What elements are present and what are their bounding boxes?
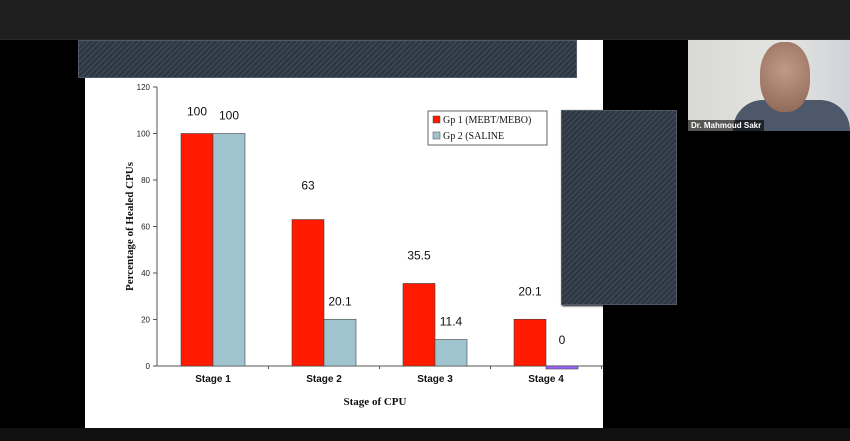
- data-label: 35.5: [407, 248, 431, 262]
- participant-video-tile[interactable]: Dr. Mahmoud Sakr: [688, 40, 850, 131]
- bar: [545, 365, 579, 370]
- data-label: 63: [301, 179, 315, 193]
- participant-face: [760, 42, 810, 112]
- bar: [291, 219, 325, 367]
- data-label: 0: [559, 333, 566, 347]
- data-label: 11.4: [440, 314, 463, 328]
- x-tick-label: Stage 4: [528, 374, 564, 385]
- meeting-top-bar: [0, 0, 850, 40]
- participant-name-label: Dr. Mahmoud Sakr: [688, 120, 765, 131]
- bar: [513, 318, 547, 367]
- bar: [323, 318, 357, 367]
- bar: [402, 283, 436, 367]
- y-tick-label: 100: [137, 130, 151, 139]
- y-tick-label: 20: [141, 316, 150, 325]
- meeting-bottom-bar: [0, 428, 850, 441]
- x-axis-title: Stage of CPU: [344, 396, 407, 408]
- legend-swatch: [432, 131, 441, 140]
- x-tick-label: Stage 2: [306, 374, 342, 385]
- y-axis-title: Percentage of Healed CPUs: [124, 161, 136, 291]
- data-label: 100: [187, 105, 207, 119]
- bar: [434, 339, 468, 367]
- x-tick-label: Stage 1: [195, 374, 231, 385]
- legend-label: Gp 1 (MEBT/MEBO): [443, 115, 531, 126]
- data-label: 20.1: [518, 284, 542, 298]
- y-tick-label: 60: [141, 223, 150, 232]
- y-tick-label: 80: [141, 176, 150, 185]
- y-tick-label: 0: [146, 362, 151, 371]
- bar: [212, 133, 246, 367]
- legend-label: Gp 2 (SALINE: [443, 131, 504, 142]
- legend-swatch: [432, 115, 441, 124]
- data-label: 20.1: [328, 294, 352, 308]
- y-tick-label: 120: [137, 83, 151, 92]
- data-label: 100: [219, 109, 239, 123]
- bar: [180, 133, 214, 367]
- x-tick-label: Stage 3: [417, 374, 453, 385]
- legend: [427, 110, 548, 146]
- y-tick-label: 40: [141, 269, 150, 278]
- slide-title-banner: [78, 40, 577, 78]
- slide-overlay-box: [561, 110, 677, 305]
